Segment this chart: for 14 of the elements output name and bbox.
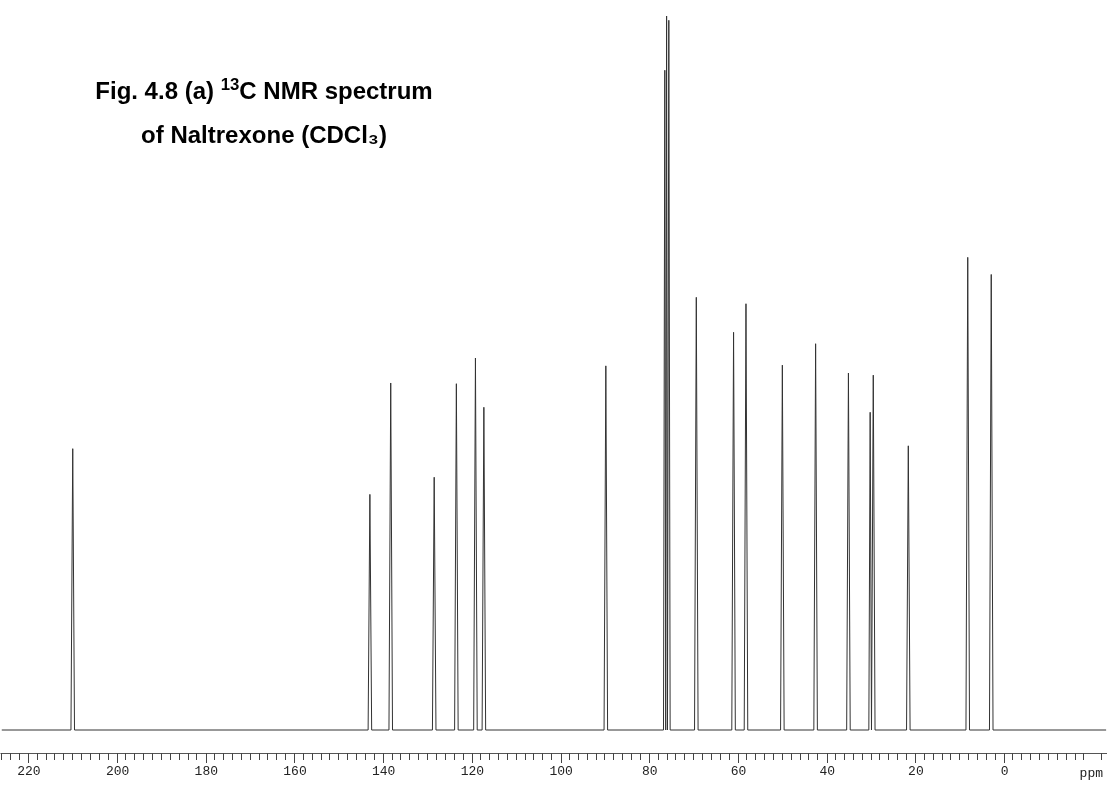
x-tick-label: 60	[730, 764, 747, 780]
x-tick-label: 220	[17, 764, 41, 780]
x-tick-label: 200	[105, 764, 130, 780]
text: Fig. 4.8 (a) $^{13}$C NMR spectrum of Naltrexone (CDCl₃)	[95, 74, 433, 148]
x-tick-label: 180	[194, 764, 218, 780]
x-tick-label: 140	[371, 764, 396, 780]
x-tick-label: 160	[283, 764, 307, 780]
x-tick-label: 40	[819, 764, 836, 780]
x-tick-label: 120	[460, 764, 485, 780]
x-tick-label: 0	[1000, 764, 1009, 780]
x-tick-label: 20	[908, 764, 924, 780]
x-tick-label: 100	[549, 764, 573, 780]
x-tick-label: 80	[641, 764, 658, 780]
x-axis-title: ppm	[1079, 766, 1104, 781]
